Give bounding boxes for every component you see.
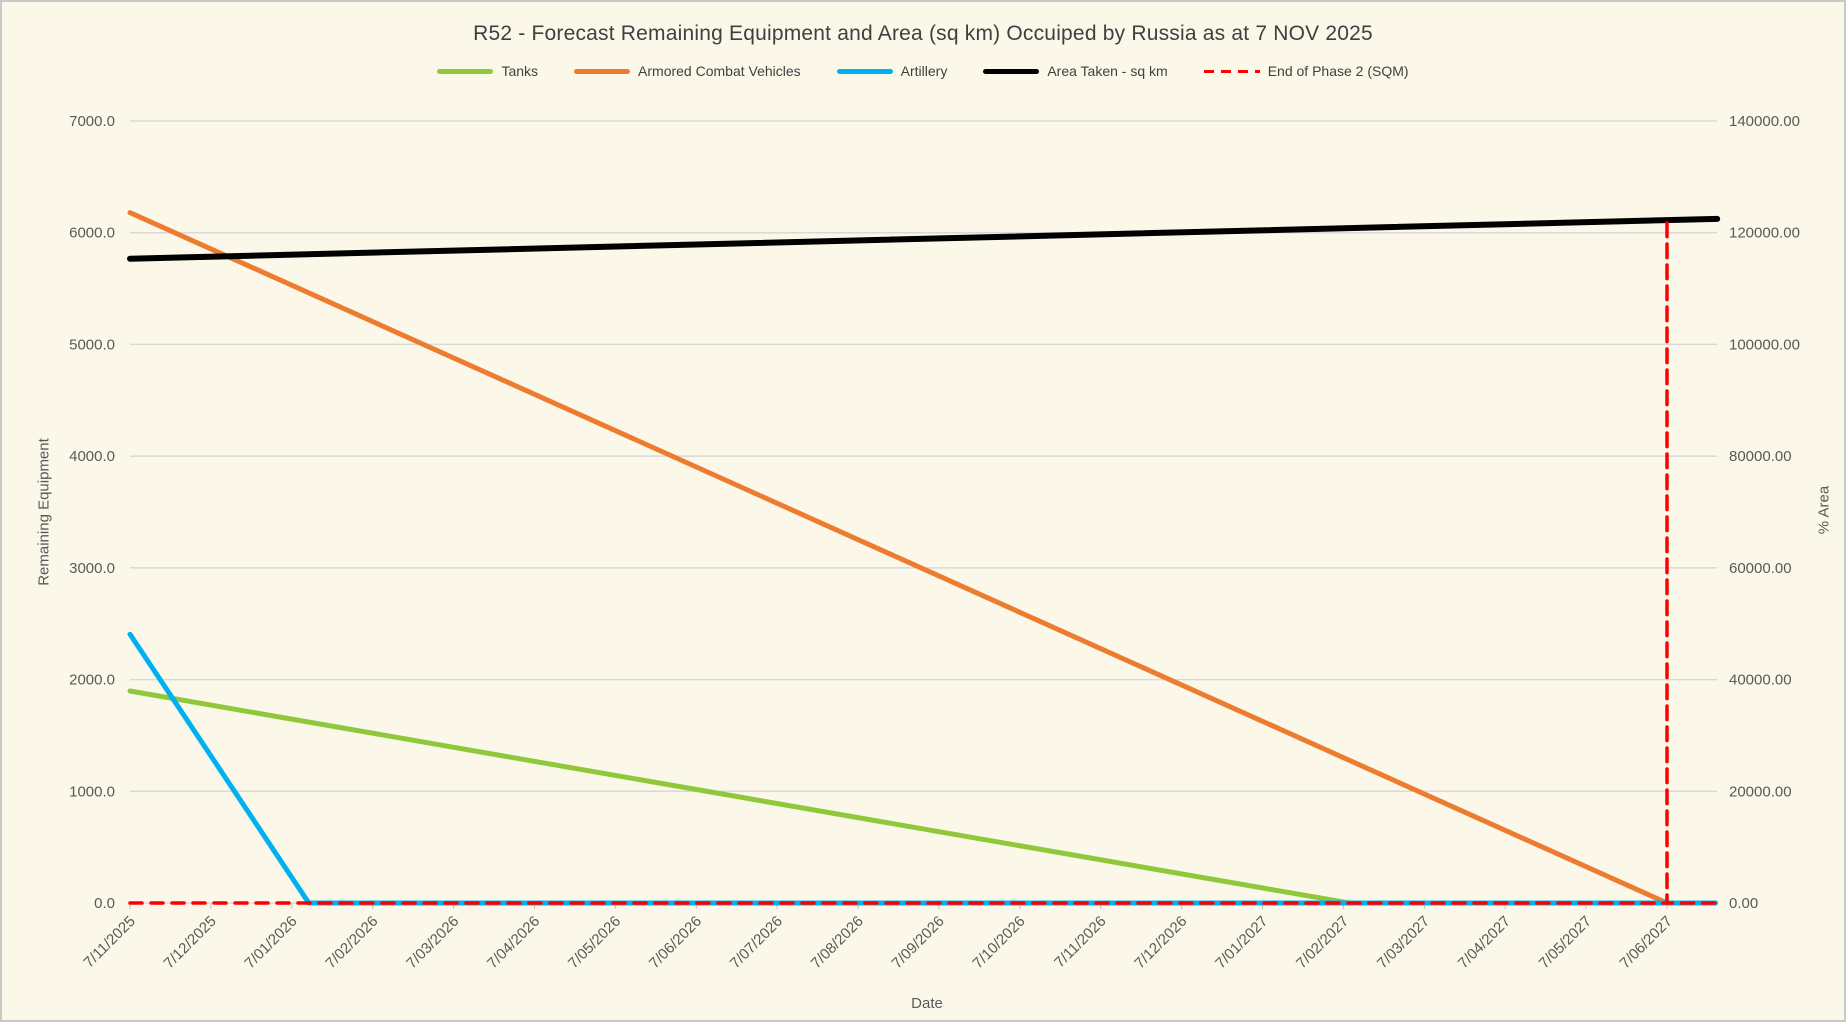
x-axis-tick-label: 7/10/2026: [969, 913, 1028, 972]
x-axis-tick-label: 7/09/2026: [889, 913, 948, 972]
chart-legend: Tanks Armored Combat Vehicles Artillery Are…: [2, 63, 1844, 79]
legend-marker-armored-combat-vehicles: [574, 68, 631, 74]
x-axis-tick-label: 7/01/2027: [1212, 913, 1271, 972]
y-axis-left-tick-label: 4000.0: [69, 448, 115, 465]
legend-marker-end-of-phase-2-sqm-: [1203, 69, 1260, 73]
y-axis-right-tick-label: 0.00: [1729, 895, 1758, 912]
legend-label: End of Phase 2 (SQM): [1267, 63, 1409, 79]
y-axis-left-tick-label: 5000.0: [69, 336, 115, 353]
x-axis-tick-label: 7/12/2026: [1131, 913, 1190, 972]
x-axis-tick-label: 7/05/2026: [565, 913, 624, 972]
x-axis-tick-label: 7/06/2027: [1617, 913, 1676, 972]
x-axis-tick-label: 7/11/2025: [80, 913, 138, 971]
y-axis-right-tick-label: 20000.00: [1729, 783, 1792, 800]
y-axis-right-tick-label: 80000.00: [1729, 448, 1792, 465]
chart-title: R52 - Forecast Remaining Equipment and A…: [473, 22, 1373, 45]
series-line-tanks: [127, 688, 1718, 906]
y-axis-right-tick-label: 40000.00: [1729, 672, 1792, 689]
y-axis-left-tick-label: 2000.0: [69, 672, 115, 689]
legend-item-end-of-phase-2-sqm-: End of Phase 2 (SQM): [1203, 63, 1409, 79]
x-axis-tick-label: 7/02/2026: [322, 913, 381, 972]
legend-marker-tanks: [437, 68, 494, 74]
series-line-armored-combat-vehicles: [127, 210, 1670, 906]
legend-label: Area Taken - sq km: [1047, 63, 1168, 79]
y-axis-right-tick-label: 100000.00: [1729, 336, 1800, 353]
legend-label: Tanks: [501, 63, 539, 79]
legend-label: Armored Combat Vehicles: [638, 63, 801, 79]
legend-label: Artillery: [900, 63, 948, 79]
y-axis-right-tick-label: 120000.00: [1729, 225, 1800, 242]
x-axis-tick-label: 7/02/2027: [1293, 913, 1352, 972]
x-axis-tick-label: 7/03/2026: [403, 913, 462, 972]
y-axis-left-tick-label: 1000.0: [69, 783, 115, 800]
x-axis-tick-label: 7/04/2027: [1455, 913, 1514, 972]
y-axis-left-tick-label: 3000.0: [69, 560, 115, 577]
legend-item-artillery: Artillery: [836, 63, 948, 79]
x-axis-tick-label: 7/12/2025: [161, 913, 220, 972]
legend-marker-artillery: [836, 68, 893, 74]
x-axis-tick-label: 7/01/2026: [241, 913, 300, 972]
legend-item-area-taken-sq-km: Area Taken - sq km: [983, 63, 1168, 79]
x-axis-tick-label: 7/03/2027: [1374, 913, 1433, 972]
y-axis-right-tick-label: 140000.00: [1729, 113, 1800, 130]
y-axis-left-tick-label: 7000.0: [69, 113, 115, 130]
series-line-artillery: [127, 631, 1718, 906]
y-axis-right-tick-label: 60000.00: [1729, 560, 1792, 577]
series-line-area-taken-sq-km: [127, 215, 1721, 262]
y-axis-right-title: % Area: [1815, 485, 1833, 535]
x-axis-tick-label: 7/08/2026: [808, 913, 867, 972]
x-axis-tick-label: 7/06/2026: [646, 913, 705, 972]
x-axis-tick-label: 7/11/2026: [1051, 913, 1109, 971]
x-axis-tick-label: 7/05/2027: [1536, 913, 1595, 972]
y-axis-left-tick-label: 6000.0: [69, 225, 115, 242]
y-axis-left-tick-label: 0.0: [94, 895, 115, 912]
legend-item-tanks: Tanks: [437, 63, 538, 79]
legend-marker-area-taken-sq-km: [983, 68, 1040, 74]
legend-item-armored-combat-vehicles: Armored Combat Vehicles: [574, 63, 801, 79]
x-axis-tick-label: 7/07/2026: [727, 913, 786, 972]
x-axis-tick-label: 7/04/2026: [484, 913, 543, 972]
x-axis-title: Date: [911, 995, 943, 1012]
series-line-end-of-phase-2-sqm-: [128, 217, 1718, 905]
y-axis-left-title: Remaining Equipment: [35, 438, 53, 586]
